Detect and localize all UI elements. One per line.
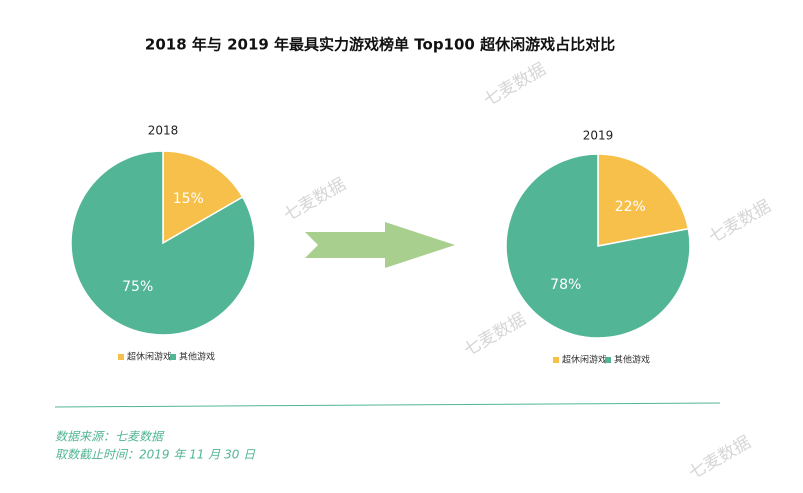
legend-label: 其他游戏 xyxy=(614,354,650,366)
data-label: 22% xyxy=(615,199,646,215)
data-label: 75% xyxy=(122,279,153,295)
watermark: 七麦数据 xyxy=(281,174,350,225)
footer-line: 取数截止时间：2019 年 11 月 30 日 xyxy=(55,448,256,462)
watermark: 七麦数据 xyxy=(706,196,775,247)
pie-title: 2019 xyxy=(583,129,614,143)
pie-title: 2018 xyxy=(148,124,179,138)
legend-label: 超休闲游戏 xyxy=(562,354,607,366)
watermark: 七麦数据 xyxy=(686,432,755,483)
footer-line: 数据来源：七麦数据 xyxy=(55,430,165,444)
data-label: 15% xyxy=(173,191,204,207)
legend-swatch xyxy=(170,354,176,360)
legend-swatch xyxy=(553,357,559,363)
pie-slice xyxy=(597,153,690,247)
legend-swatch xyxy=(118,354,124,360)
pie-slice xyxy=(505,153,691,339)
divider xyxy=(54,402,721,408)
data-label: 78% xyxy=(550,277,581,293)
watermark: 七麦数据 xyxy=(481,59,550,110)
legend-label: 其他游戏 xyxy=(179,351,215,363)
arrow xyxy=(305,222,455,268)
legend-swatch xyxy=(605,357,611,363)
watermark: 七麦数据 xyxy=(461,309,530,360)
pie-slice xyxy=(70,150,256,336)
legend-label: 超休闲游戏 xyxy=(127,351,172,363)
pie-slice xyxy=(162,150,244,245)
main-title: 2018 年与 2019 年最具实力游戏榜单 Top100 超休闲游戏占比对比 xyxy=(145,36,615,54)
